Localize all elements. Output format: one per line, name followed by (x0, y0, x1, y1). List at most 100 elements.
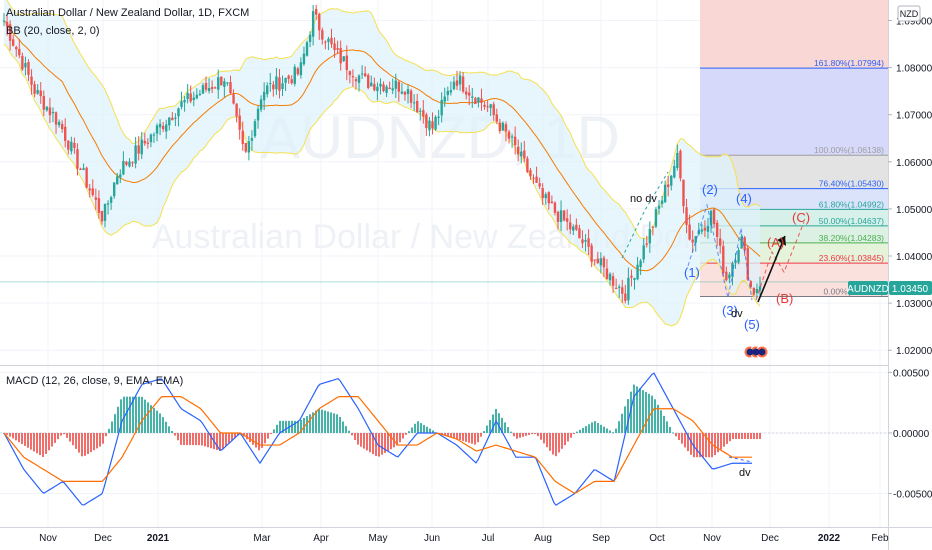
macd-legend[interactable]: MACD (12, 26, close, 9, EMA, EMA) (6, 375, 183, 387)
fib-level-label: 76.40%(1.05430) (819, 179, 884, 189)
wave-label-5: (5) (744, 317, 760, 332)
macd-histogram-bar (384, 432, 386, 453)
macd-histogram-bar (465, 432, 467, 442)
economic-events-icon[interactable] (743, 345, 769, 359)
macd-histogram-bar (651, 395, 653, 433)
macd-histogram-bar (327, 411, 329, 433)
candle (161, 125, 165, 130)
fib-level-label: 23.60%(1.03845) (819, 253, 884, 263)
macd-histogram-bar (450, 432, 452, 438)
macd-histogram-bar (525, 432, 527, 436)
candle (232, 94, 235, 104)
macd-histogram-bar (567, 432, 569, 442)
candle (740, 236, 743, 249)
macd-histogram-bar (135, 396, 137, 433)
macd-histogram-bar (489, 420, 491, 433)
macd-histogram-bar (141, 396, 143, 433)
macd-histogram-bar (345, 426, 347, 433)
time-axis[interactable]: Nov Dec 2021 Mar Apr May Jun Jul Aug Sep Oct Nov Dec… (39, 533, 889, 544)
price-tick-label: 1.09000 (896, 16, 932, 27)
macd-tick-label: -0.00500 (893, 490, 932, 501)
macd-histogram-bar (18, 432, 20, 443)
candle (125, 161, 128, 165)
candle (517, 146, 520, 155)
macd-histogram-bar (321, 409, 323, 433)
candle (308, 34, 312, 42)
candle (247, 141, 251, 153)
macd-histogram-bar (453, 432, 455, 439)
candle (715, 222, 719, 237)
candle (149, 134, 153, 143)
candle (464, 91, 468, 95)
macd-histogram-bar (30, 432, 32, 450)
dv-price-label: dv (731, 308, 743, 320)
macd-histogram-bar (615, 428, 617, 433)
macd-histogram-bar (714, 432, 716, 456)
wave-label-c: (C) (792, 210, 810, 225)
bb-legend[interactable]: BB (20, close, 2, 0) (6, 25, 100, 37)
macd-histogram-bar (687, 432, 689, 452)
macd-histogram-bar (333, 413, 335, 433)
macd-histogram-bar (528, 432, 530, 435)
macd-histogram-bar (579, 429, 581, 433)
price-axis[interactable]: 1.09000 1.08000 1.07000 1.06000 1.05000 1.040… (888, 16, 932, 357)
fib-zone (700, 188, 888, 210)
macd-histogram-bar (606, 428, 608, 433)
candle (2, 20, 6, 22)
candle (287, 75, 290, 79)
macd-histogram-bar (375, 432, 377, 456)
macd-axis[interactable]: 0.00500 0.00000 -0.00500 (888, 368, 932, 501)
candle (223, 81, 226, 87)
candle (42, 95, 45, 110)
candle (327, 38, 330, 42)
macd-histogram-bar (486, 425, 488, 433)
macd-histogram-bar (387, 432, 389, 452)
macd-histogram-bar (165, 421, 167, 433)
time-tick-label: 2022 (818, 533, 841, 544)
macd-histogram-bar (153, 407, 155, 433)
candle (624, 293, 627, 301)
macd-histogram-bar (309, 414, 311, 433)
candle (311, 11, 315, 37)
candle (400, 91, 404, 94)
candle (91, 188, 94, 196)
macd-histogram-bar (75, 432, 77, 449)
candle (189, 93, 192, 102)
macd-histogram-bar (111, 421, 113, 433)
macd-histogram-bar (513, 432, 515, 437)
fib-zone-top (700, 0, 888, 69)
elliott-wave-drawings[interactable] (621, 171, 805, 463)
candle (443, 96, 446, 102)
macd-histogram-bar (561, 432, 563, 449)
candle (339, 48, 342, 64)
currency-badge[interactable] (897, 5, 921, 22)
price-tag-symbol (848, 281, 888, 295)
candle (333, 43, 336, 51)
arrow-head (777, 236, 786, 246)
symbol-title[interactable]: Australian Dollar / New Zealand Dollar, … (6, 7, 249, 19)
candle (614, 287, 618, 289)
macd-histogram-bar (357, 432, 359, 445)
macd-histogram-bar (303, 417, 305, 433)
candle (155, 125, 159, 134)
candle (706, 226, 710, 232)
macd-histogram-bar (663, 415, 665, 433)
candle (492, 104, 495, 116)
candle (45, 106, 49, 111)
macd-histogram-bar (201, 432, 203, 446)
macd-histogram-bar (156, 410, 158, 433)
macd-histogram-bar (708, 432, 710, 458)
macd-histogram-bar (66, 432, 68, 438)
candle (663, 184, 667, 203)
time-tick-label: Feb (871, 533, 889, 544)
candle (269, 83, 272, 85)
candle (363, 73, 367, 77)
macd-histogram-bar (315, 410, 317, 433)
candle (278, 77, 281, 91)
candle (575, 224, 578, 230)
bollinger-bands (3, 0, 761, 327)
no-dv-label: no dv (630, 193, 657, 205)
candle (8, 24, 12, 41)
macd-histogram-bar (159, 413, 161, 433)
